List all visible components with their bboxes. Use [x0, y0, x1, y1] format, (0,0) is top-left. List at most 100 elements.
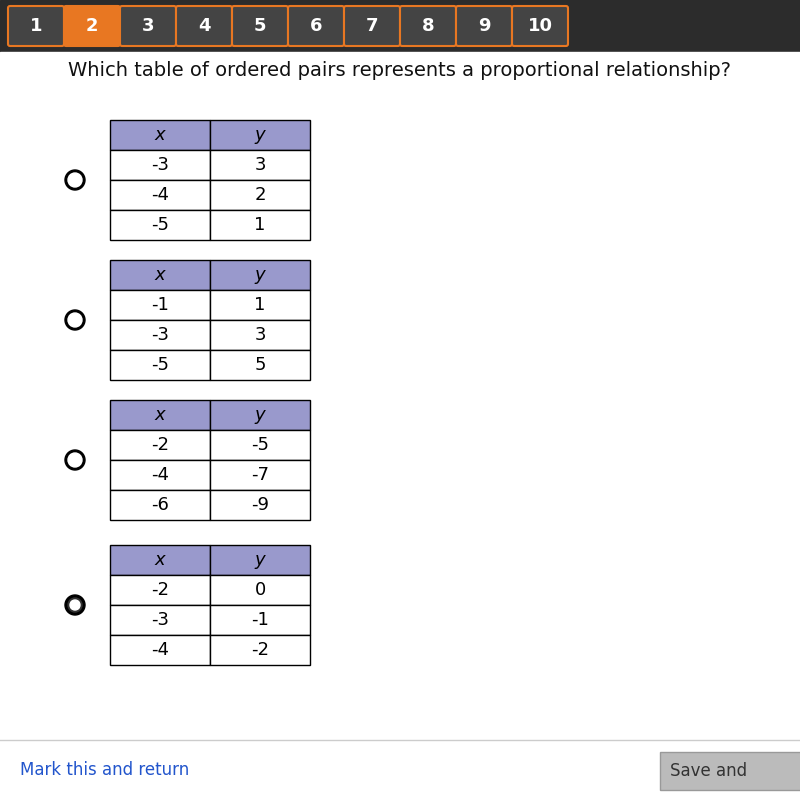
Text: -1: -1: [251, 611, 269, 629]
Bar: [660, 752, 800, 790]
Text: 8: 8: [422, 17, 434, 35]
Bar: [0, 740, 800, 800]
Text: 1: 1: [30, 17, 42, 35]
Text: 7: 7: [366, 17, 378, 35]
Bar: [210, 260, 310, 290]
Bar: [110, 635, 210, 665]
Bar: [210, 490, 310, 520]
Text: -9: -9: [251, 496, 269, 514]
Text: 9: 9: [478, 17, 490, 35]
Bar: [110, 400, 210, 430]
Text: -1: -1: [151, 296, 169, 314]
FancyBboxPatch shape: [120, 6, 176, 46]
FancyBboxPatch shape: [400, 6, 456, 46]
Text: 4: 4: [198, 17, 210, 35]
Text: x: x: [154, 406, 166, 424]
FancyBboxPatch shape: [344, 6, 400, 46]
Bar: [110, 180, 210, 210]
Bar: [110, 290, 210, 320]
FancyBboxPatch shape: [288, 6, 344, 46]
Text: -2: -2: [151, 581, 169, 599]
Bar: [210, 210, 310, 240]
Text: -3: -3: [151, 611, 169, 629]
Bar: [110, 605, 210, 635]
Text: 0: 0: [254, 581, 266, 599]
Bar: [210, 545, 310, 575]
FancyBboxPatch shape: [8, 6, 64, 46]
Bar: [110, 150, 210, 180]
Text: -5: -5: [151, 356, 169, 374]
Circle shape: [68, 313, 82, 327]
Text: 1: 1: [254, 216, 266, 234]
Bar: [210, 120, 310, 150]
Circle shape: [65, 310, 85, 330]
Bar: [210, 350, 310, 380]
Bar: [210, 150, 310, 180]
Bar: [210, 180, 310, 210]
Text: -3: -3: [151, 156, 169, 174]
Text: 3: 3: [142, 17, 154, 35]
Text: -3: -3: [151, 326, 169, 344]
Bar: [210, 460, 310, 490]
Text: Which table of ordered pairs represents a proportional relationship?: Which table of ordered pairs represents …: [69, 61, 731, 79]
Bar: [110, 545, 210, 575]
Bar: [110, 490, 210, 520]
Circle shape: [65, 450, 85, 470]
Text: x: x: [154, 126, 166, 144]
Text: Mark this and return: Mark this and return: [20, 761, 190, 779]
Text: y: y: [254, 406, 266, 424]
Bar: [110, 430, 210, 460]
Text: -4: -4: [151, 186, 169, 204]
Text: 1: 1: [254, 296, 266, 314]
Bar: [210, 635, 310, 665]
Text: -4: -4: [151, 466, 169, 484]
Text: 10: 10: [527, 17, 553, 35]
Bar: [110, 210, 210, 240]
Text: y: y: [254, 551, 266, 569]
Bar: [210, 400, 310, 430]
FancyBboxPatch shape: [176, 6, 232, 46]
Text: 5: 5: [254, 17, 266, 35]
Text: y: y: [254, 266, 266, 284]
Bar: [210, 320, 310, 350]
Bar: [110, 320, 210, 350]
Bar: [110, 350, 210, 380]
Text: 6: 6: [310, 17, 322, 35]
Circle shape: [68, 453, 82, 467]
Bar: [210, 290, 310, 320]
Text: 2: 2: [254, 186, 266, 204]
Bar: [110, 460, 210, 490]
Bar: [110, 575, 210, 605]
Bar: [210, 430, 310, 460]
Text: x: x: [154, 551, 166, 569]
Bar: [110, 120, 210, 150]
Text: x: x: [154, 266, 166, 284]
Text: 3: 3: [254, 156, 266, 174]
Circle shape: [70, 600, 80, 610]
Bar: [110, 260, 210, 290]
Text: 3: 3: [254, 326, 266, 344]
Circle shape: [68, 173, 82, 187]
Text: -5: -5: [251, 436, 269, 454]
Text: y: y: [254, 126, 266, 144]
Bar: [0, 52, 800, 740]
FancyBboxPatch shape: [456, 6, 512, 46]
FancyBboxPatch shape: [64, 6, 120, 46]
FancyBboxPatch shape: [232, 6, 288, 46]
Text: 5: 5: [254, 356, 266, 374]
Circle shape: [65, 170, 85, 190]
Text: -7: -7: [251, 466, 269, 484]
Text: -2: -2: [151, 436, 169, 454]
Text: -5: -5: [151, 216, 169, 234]
Text: 2: 2: [86, 17, 98, 35]
Text: -2: -2: [251, 641, 269, 659]
Text: -6: -6: [151, 496, 169, 514]
Bar: [0, 0, 800, 52]
FancyBboxPatch shape: [512, 6, 568, 46]
Text: -4: -4: [151, 641, 169, 659]
Bar: [210, 575, 310, 605]
Circle shape: [68, 598, 82, 612]
Text: Save and: Save and: [670, 762, 747, 780]
Circle shape: [65, 595, 85, 615]
Bar: [210, 605, 310, 635]
